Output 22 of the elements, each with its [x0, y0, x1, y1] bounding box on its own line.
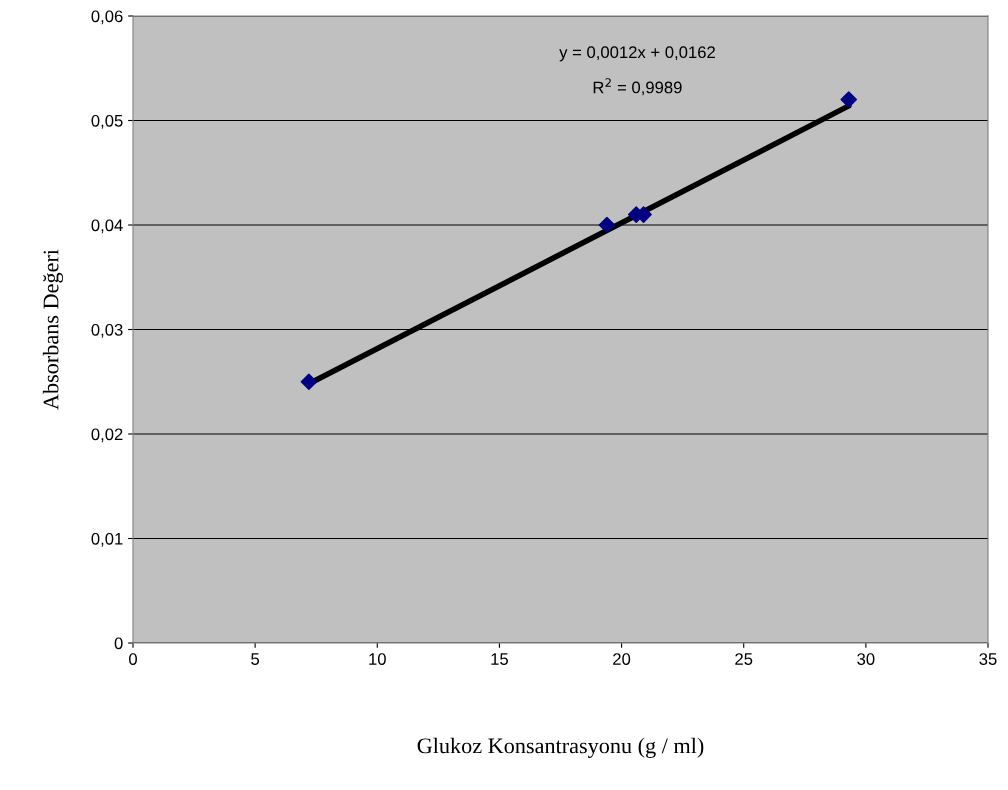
y-tick-label: 0,05 [91, 114, 123, 129]
y-tick-label: 0,02 [91, 428, 123, 443]
x-tick-label: 20 [613, 653, 631, 665]
y-tick-label: 0,06 [91, 10, 123, 25]
annotation: y = 0,0012x + 0,0162 [559, 46, 715, 62]
x-tick-label: 0 [129, 653, 137, 665]
x-tick-label: 15 [491, 653, 508, 665]
y-tick-label: 0 [114, 637, 123, 650]
y-axis-title: Absorbans Değeri [42, 249, 64, 410]
point [598, 216, 616, 234]
x-axis-title: Glukoz Konsantrasyonu (g / ml) [417, 737, 704, 758]
point [300, 373, 318, 391]
y-tick-label: 0,04 [91, 219, 123, 234]
y-tick-label: 0,01 [91, 532, 123, 547]
x-tick-label: 35 [979, 653, 997, 665]
y-tick-label: 0,03 [91, 323, 123, 338]
annotation: R$^{2}$ = 0,9989 [593, 78, 682, 96]
x-tick-label: 25 [735, 653, 753, 665]
x-tick-label: 30 [857, 653, 875, 665]
x-tick-label: 10 [369, 653, 386, 665]
point [840, 91, 858, 108]
x-tick-label: 5 [251, 653, 260, 665]
